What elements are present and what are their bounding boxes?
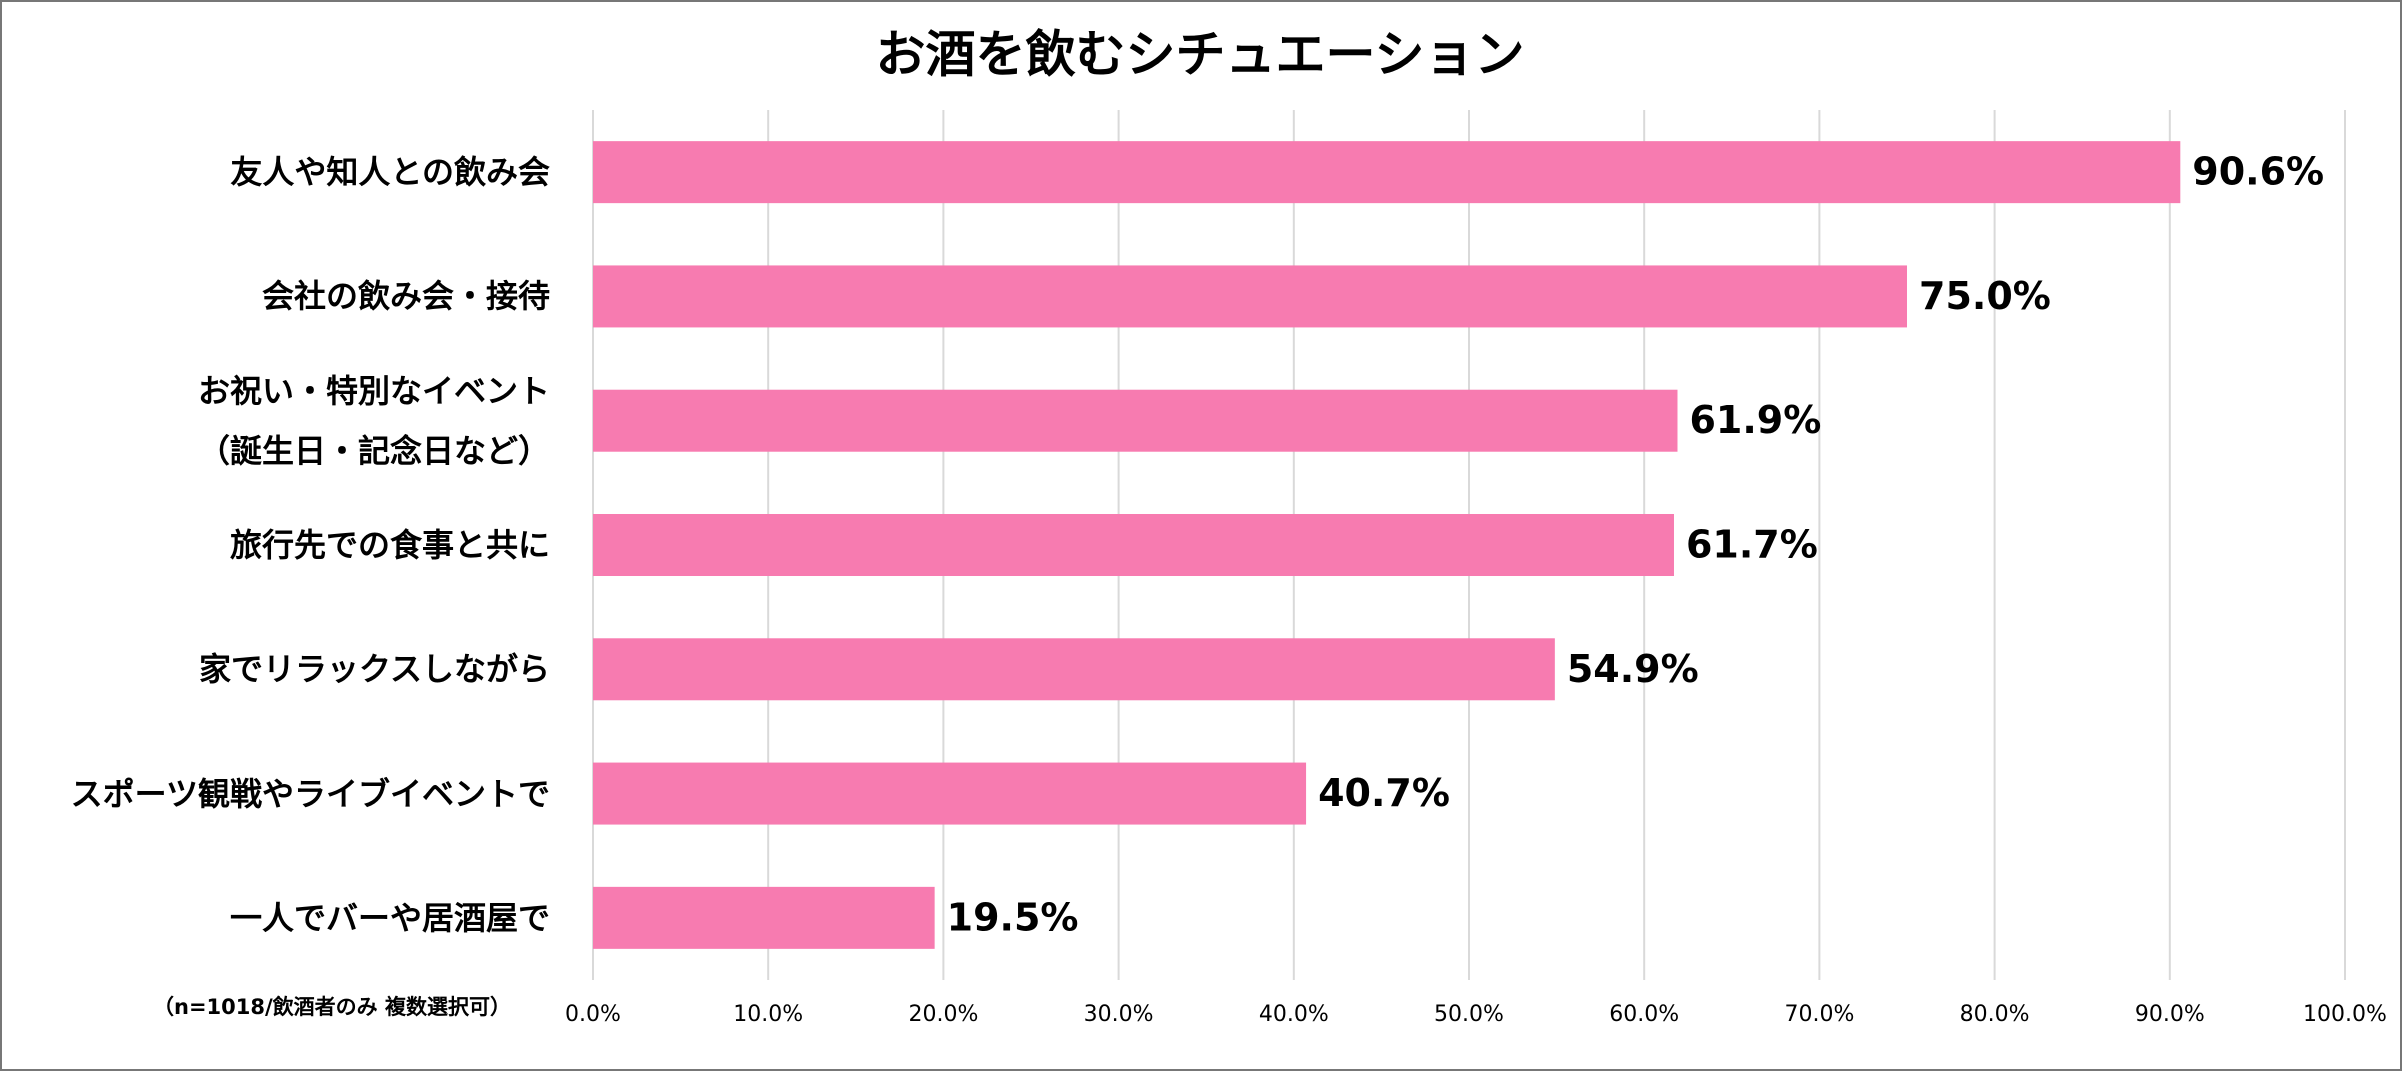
value-label: 90.6% [2192,150,2324,194]
value-label: 75.0% [1919,274,2051,318]
x-tick-label: 60.0% [1609,1002,1679,1027]
x-tick-label: 0.0% [565,1002,621,1027]
bar [593,638,1555,701]
x-tick-label: 30.0% [1084,1002,1154,1027]
y-tick-label: お祝い・特別なイベント （誕生日・記念日など） [197,371,550,470]
value-label: 61.7% [1686,523,1818,567]
y-tick-label: 家でリラックスしながら [198,650,550,689]
x-tick-label: 70.0% [1784,1002,1854,1027]
x-tick-label: 80.0% [1960,1002,2030,1027]
x-tick-label: 100.0% [2303,1002,2387,1027]
bar [593,514,1674,576]
value-label: 54.9% [1567,647,1699,691]
bar [593,886,935,949]
y-tick-label: スポーツ観戦やライブイベントで [70,774,550,813]
x-tick-label: 50.0% [1434,1002,1504,1027]
y-tick-label: 友人や知人との飲み会 [230,153,550,192]
x-tick-label: 90.0% [2135,1002,2205,1027]
footnote: （n=1018/飲酒者のみ 複数選択可） [153,995,511,1019]
y-tick-label: 一人でバーや居酒屋で [229,898,550,937]
value-label: 19.5% [947,895,1079,939]
bar [593,265,1907,328]
y-tick-label: 会社の飲み会・接待 [261,277,550,316]
x-tick-label: 10.0% [733,1002,803,1027]
value-label: 61.9% [1689,398,1821,442]
x-tick-label: 40.0% [1259,1002,1329,1027]
chart-title: お酒を飲むシチュエーション [876,26,1525,84]
bar [593,141,2181,204]
bar [593,762,1307,825]
value-label: 40.7% [1318,771,1450,815]
bar [593,389,1678,452]
y-tick-label: 旅行先での食事と共に [229,526,550,564]
x-tick-label: 20.0% [908,1002,978,1027]
